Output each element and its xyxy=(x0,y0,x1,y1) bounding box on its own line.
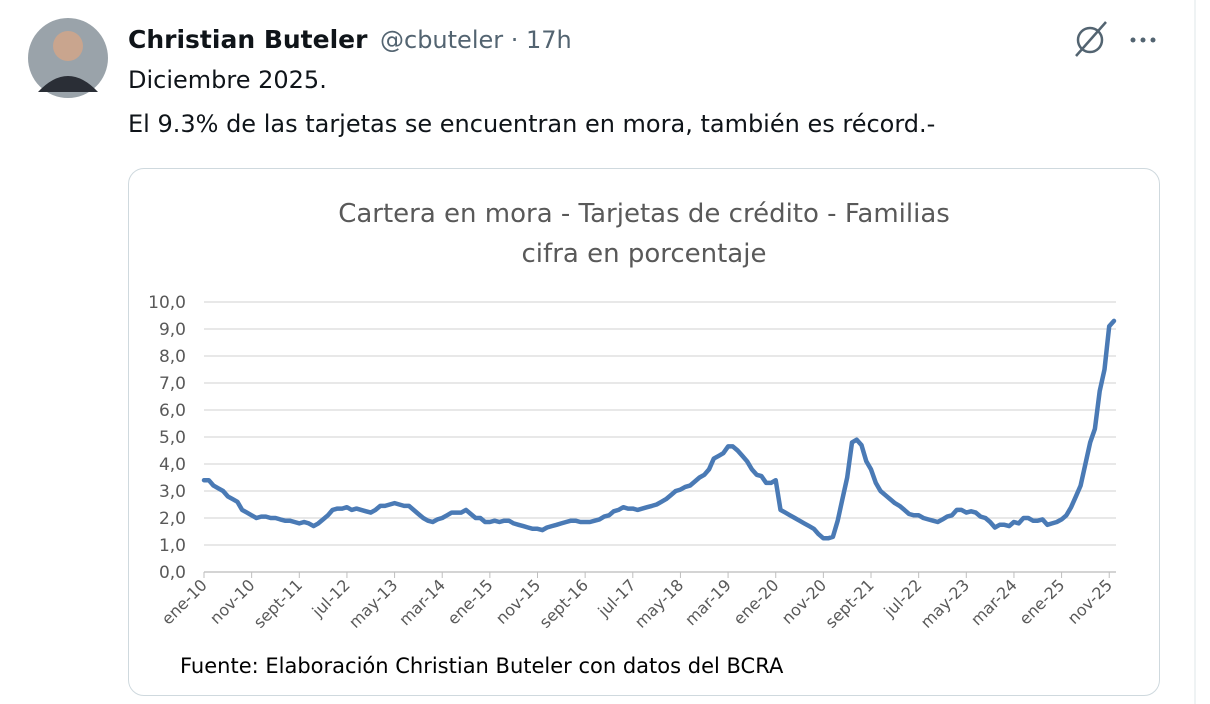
x-tick-label: sept-21 xyxy=(821,575,877,631)
y-tick-label: 8,0 xyxy=(159,347,186,367)
author-name[interactable]: Christian Buteler xyxy=(128,25,368,54)
x-tick-label: jul-17 xyxy=(594,575,640,621)
x-tick-label: ene-10 xyxy=(158,575,211,628)
avatar-body xyxy=(38,76,98,92)
x-tick-label: sept-11 xyxy=(250,575,306,631)
y-tick-label: 2,0 xyxy=(159,509,186,529)
x-tick-label: mar-14 xyxy=(395,575,449,629)
y-tick-label: 10,0 xyxy=(148,293,186,313)
avatar-face xyxy=(53,31,83,61)
grok-icon[interactable] xyxy=(1075,21,1107,57)
y-tick-label: 4,0 xyxy=(159,455,186,475)
chart-title: Cartera en mora - Tarjetas de crédito - … xyxy=(338,199,950,229)
y-tick-label: 0,0 xyxy=(159,563,186,583)
x-tick-label: ene-25 xyxy=(1015,575,1068,628)
x-tick-label: may-18 xyxy=(631,575,687,631)
chart-source: Fuente: Elaboración Christian Buteler co… xyxy=(180,654,784,678)
y-tick-label: 1,0 xyxy=(159,536,186,556)
x-tick-label: jul-12 xyxy=(308,575,354,621)
x-tick-label: ene-15 xyxy=(444,575,497,628)
x-tick-label: nov-25 xyxy=(1064,575,1116,627)
x-tick-label: mar-19 xyxy=(681,575,735,629)
more-icon[interactable] xyxy=(1130,37,1156,43)
tweet-text: El 9.3% de las tarjetas se encuentran en… xyxy=(128,110,935,138)
x-tick-label: ene-20 xyxy=(730,575,783,628)
x-tick-label: may-13 xyxy=(345,575,401,631)
media-card[interactable] xyxy=(128,168,1160,696)
y-tick-label: 6,0 xyxy=(159,401,186,421)
tweet-text: Diciembre 2025. xyxy=(128,66,327,94)
x-tick-label: may-23 xyxy=(917,575,973,631)
x-tick-label: sept-16 xyxy=(536,575,592,631)
x-tick-label: mar-24 xyxy=(967,575,1021,629)
y-tick-label: 7,0 xyxy=(159,374,186,394)
data-line xyxy=(201,318,1117,541)
y-tick-label: 5,0 xyxy=(159,428,186,448)
x-tick-label: jul-22 xyxy=(879,575,925,621)
y-tick-label: 9,0 xyxy=(159,320,186,340)
y-tick-label: 3,0 xyxy=(159,482,186,502)
tweet-meta: @cbuteler · 17h xyxy=(380,26,572,54)
chart-subtitle: cifra en porcentaje xyxy=(522,239,767,269)
